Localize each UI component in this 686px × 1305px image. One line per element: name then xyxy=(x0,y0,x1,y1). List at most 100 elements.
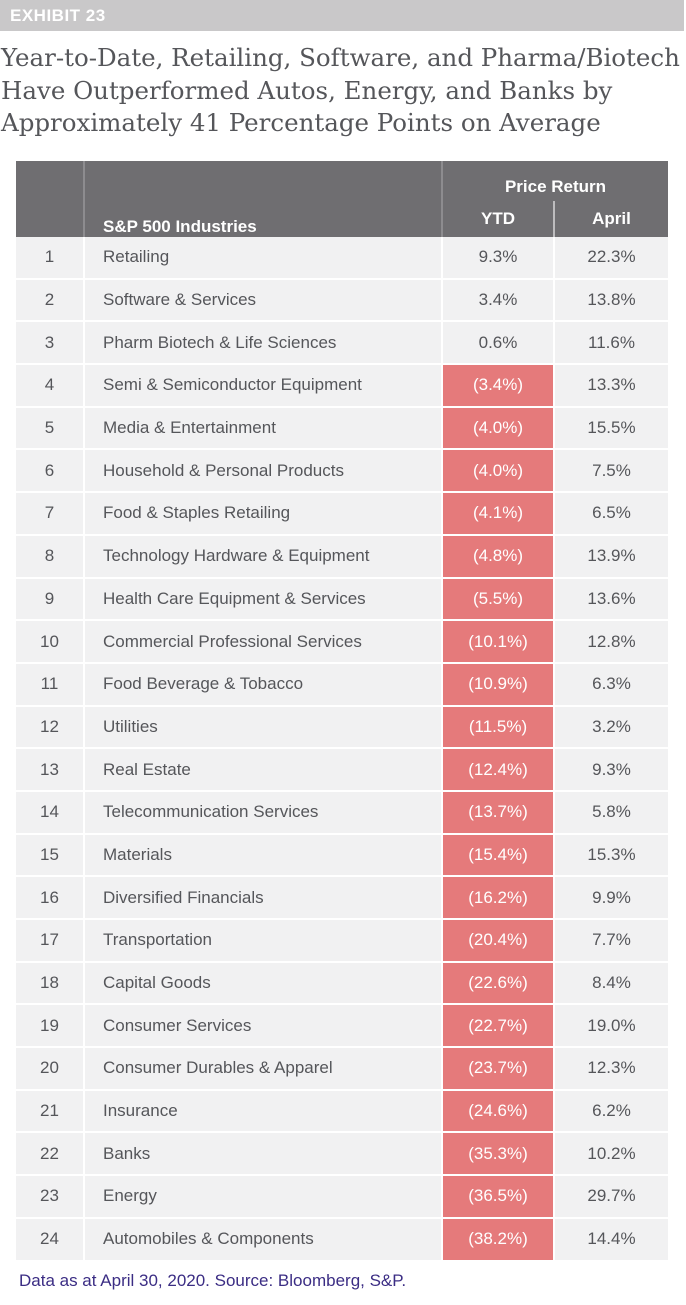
april-cell: 8.4% xyxy=(554,961,668,1006)
ytd-cell: (4.8%) xyxy=(442,534,555,579)
rank-cell: 16 xyxy=(16,876,85,920)
industry-cell: Utilities xyxy=(84,705,443,750)
april-cell: 15.5% xyxy=(554,406,668,451)
table-row: 11 Food Beverage & Tobacco (10.9%) 6.3% xyxy=(16,662,668,707)
title-line: Year-to-Date, Retailing, Software, and P… xyxy=(1,43,680,72)
rank-cell: 22 xyxy=(16,1132,85,1177)
april-cell: 7.7% xyxy=(554,919,668,963)
rank-cell: 7 xyxy=(16,492,85,536)
rank-cell: 14 xyxy=(16,790,85,835)
ytd-cell: (36.5%) xyxy=(442,1175,555,1219)
april-cell: 9.9% xyxy=(554,876,668,920)
table-row: 1 Retailing 9.3% 22.3% xyxy=(16,237,668,280)
ytd-header: YTD xyxy=(442,201,555,237)
ytd-cell: (10.9%) xyxy=(442,662,555,707)
table-row: 21 Insurance (24.6%) 6.2% xyxy=(16,1089,668,1134)
ytd-cell: (11.5%) xyxy=(442,705,555,750)
industry-cell: Food Beverage & Tobacco xyxy=(84,662,443,707)
ytd-cell: (23.7%) xyxy=(442,1047,555,1091)
table-row: 10 Commercial Professional Services (10.1%… xyxy=(16,620,668,664)
ytd-cell: (3.4%) xyxy=(442,364,555,408)
industry-cell: Telecommunication Services xyxy=(84,790,443,835)
rank-cell: 23 xyxy=(16,1175,85,1219)
industry-cell: Real Estate xyxy=(84,748,443,792)
ytd-cell: (4.0%) xyxy=(442,406,555,451)
april-cell: 10.2% xyxy=(554,1132,668,1177)
april-cell: 6.2% xyxy=(554,1089,668,1134)
rank-cell: 1 xyxy=(16,237,85,280)
industry-returns-table: S&P 500 Industries Price Return YTD Apri… xyxy=(16,161,668,1262)
april-cell: 19.0% xyxy=(554,1004,668,1049)
title-line: Approximately 41 Percentage Points on Av… xyxy=(1,108,601,137)
rank-cell: 3 xyxy=(16,321,85,366)
industry-cell: Technology Hardware & Equipment xyxy=(84,534,443,579)
title-line: Have Outperformed Autos, Energy, and Ban… xyxy=(1,75,613,105)
table-row: 24 Automobiles & Components (38.2%) 14.4% xyxy=(16,1217,668,1262)
industry-cell: Semi & Semiconductor Equipment xyxy=(84,364,443,408)
industry-cell: Household & Personal Products xyxy=(84,449,443,494)
ytd-cell: (22.7%) xyxy=(442,1004,555,1049)
april-cell: 3.2% xyxy=(554,705,668,750)
table-body: 1 Retailing 9.3% 22.3% 2 Software & Services 3… xyxy=(16,237,668,1262)
april-cell: 6.3% xyxy=(554,662,668,707)
industry-cell: Consumer Durables & Apparel xyxy=(84,1047,443,1091)
industry-cell: Software & Services xyxy=(84,278,443,323)
april-cell: 13.8% xyxy=(554,278,668,323)
ytd-cell: (4.0%) xyxy=(442,449,555,494)
april-cell: 22.3% xyxy=(554,237,668,280)
rank-cell: 8 xyxy=(16,534,85,579)
rank-cell: 13 xyxy=(16,748,85,792)
rank-cell: 2 xyxy=(16,278,85,323)
table-row: 14 Telecommunication Services (13.7%) 5.8% xyxy=(16,790,668,835)
table-row: 5 Media & Entertainment (4.0%) 15.5% xyxy=(16,406,668,451)
price-return-header: Price Return xyxy=(442,161,668,201)
industry-cell: Media & Entertainment xyxy=(84,406,443,451)
industry-cell: Health Care Equipment & Services xyxy=(84,577,443,622)
rank-cell: 12 xyxy=(16,705,85,750)
industry-cell: Insurance xyxy=(84,1089,443,1134)
industry-cell: Pharm Biotech & Life Sciences xyxy=(84,321,443,366)
ytd-cell: (5.5%) xyxy=(442,577,555,622)
industry-cell: Banks xyxy=(84,1132,443,1177)
ytd-cell: 3.4% xyxy=(442,278,555,323)
rank-cell: 9 xyxy=(16,577,85,622)
ytd-cell: (20.4%) xyxy=(442,919,555,963)
april-cell: 9.3% xyxy=(554,748,668,792)
ytd-cell: (35.3%) xyxy=(442,1132,555,1177)
ytd-cell: (4.1%) xyxy=(442,492,555,536)
ytd-cell: (24.6%) xyxy=(442,1089,555,1134)
table-row: 12 Utilities (11.5%) 3.2% xyxy=(16,705,668,750)
industry-cell: Capital Goods xyxy=(84,961,443,1006)
rank-cell: 4 xyxy=(16,364,85,408)
table-row: 7 Food & Staples Retailing (4.1%) 6.5% xyxy=(16,492,668,536)
rank-header xyxy=(16,161,85,237)
ytd-cell: 9.3% xyxy=(442,237,555,280)
industry-cell: Consumer Services xyxy=(84,1004,443,1049)
page-title: Year-to-Date, Retailing, Software, and P… xyxy=(1,42,681,140)
industry-cell: Automobiles & Components xyxy=(84,1217,443,1262)
industry-cell: Transportation xyxy=(84,919,443,963)
ytd-cell: (22.6%) xyxy=(442,961,555,1006)
table-row: 19 Consumer Services (22.7%) 19.0% xyxy=(16,1004,668,1049)
ytd-cell: (10.1%) xyxy=(442,620,555,664)
rank-cell: 11 xyxy=(16,662,85,707)
april-cell: 5.8% xyxy=(554,790,668,835)
industry-cell: Commercial Professional Services xyxy=(84,620,443,664)
ytd-cell: (38.2%) xyxy=(442,1217,555,1262)
april-cell: 7.5% xyxy=(554,449,668,494)
table-row: 6 Household & Personal Products (4.0%) 7.5% xyxy=(16,449,668,494)
industry-header: S&P 500 Industries xyxy=(84,161,443,237)
industry-cell: Energy xyxy=(84,1175,443,1219)
table-row: 16 Diversified Financials (16.2%) 9.9% xyxy=(16,876,668,920)
table-row: 15 Materials (15.4%) 15.3% xyxy=(16,833,668,878)
rank-cell: 5 xyxy=(16,406,85,451)
ytd-cell: (15.4%) xyxy=(442,833,555,878)
april-cell: 14.4% xyxy=(554,1217,668,1262)
april-cell: 11.6% xyxy=(554,321,668,366)
rank-cell: 20 xyxy=(16,1047,85,1091)
ytd-cell: (16.2%) xyxy=(442,876,555,920)
table-row: 18 Capital Goods (22.6%) 8.4% xyxy=(16,961,668,1006)
ytd-cell: (12.4%) xyxy=(442,748,555,792)
april-cell: 6.5% xyxy=(554,492,668,536)
rank-cell: 18 xyxy=(16,961,85,1006)
